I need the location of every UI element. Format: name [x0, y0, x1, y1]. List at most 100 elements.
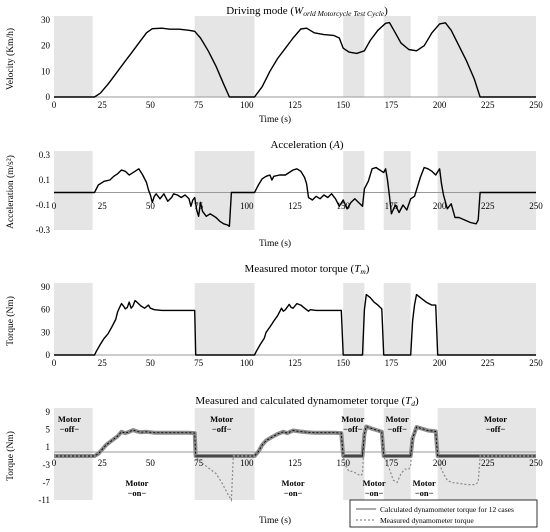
x-tick-label: 0	[52, 201, 57, 211]
motor-off-band	[437, 16, 536, 97]
motor-state-annotation: Motor	[58, 414, 81, 424]
y-axis-label: Torque (Nm)	[5, 431, 16, 481]
x-tick-label: 75	[194, 100, 204, 110]
x-tick-label: 0	[52, 100, 57, 110]
series-line	[54, 293, 536, 356]
motor-off-band	[437, 283, 536, 355]
y-tick-label: -3	[43, 460, 51, 470]
x-tick-label: 250	[529, 358, 543, 368]
y-tick-label: 20	[41, 41, 51, 51]
y-tick-label: -0.3	[36, 225, 51, 235]
x-tick-label: 0	[52, 358, 57, 368]
legend: Calculated dynamometer torque for 12 cas…	[349, 499, 538, 528]
chart-title: Measured and calculated dynamometer torq…	[195, 395, 419, 408]
x-tick-label: 250	[529, 458, 543, 468]
motor-state-annotation: Motor	[386, 414, 409, 424]
chart-title: Acceleration (A)	[270, 139, 343, 151]
motor-off-band	[54, 151, 93, 230]
motor-off-band	[383, 283, 411, 355]
motor-off-band	[383, 16, 411, 97]
motor-off-band	[54, 16, 93, 97]
legend-label-measured: Measured dynamometer torque	[380, 516, 474, 525]
x-tick-label: 200	[433, 358, 447, 368]
x-tick-label: 125	[288, 201, 302, 211]
motor-off-band	[437, 151, 536, 230]
y-tick-label: 30	[41, 327, 51, 337]
chart-2: Acceleration (A) 0.3 0.1 -0.1 -0.3 0 25 50 75 100…	[5, 139, 543, 249]
y-tick-label: 0.1	[39, 175, 50, 185]
motor-state-annotation: Motor	[362, 478, 385, 488]
motor-state-annotation: Motor	[341, 414, 364, 424]
x-axis-label: Time (s)	[259, 515, 291, 526]
y-tick-label: 60	[41, 305, 51, 315]
chart-1: Driving mode (World Motorcycle Test Cycl…	[5, 5, 543, 125]
chart-title: Driving mode (World Motorcycle Test Cycl…	[226, 5, 388, 18]
legend-label-calculated: Calculated dynamometer torque for 12 cas…	[380, 505, 514, 514]
motor-state-annotation: −off−	[486, 424, 506, 434]
motor-off-band	[383, 151, 411, 230]
motor-state-annotation: −off−	[343, 424, 363, 434]
chart-title: Measured motor torque (Tm)	[245, 263, 370, 276]
series-line	[54, 166, 536, 227]
motor-state-annotation: −on−	[365, 488, 384, 498]
x-tick-label: 100	[240, 358, 254, 368]
y-tick-label: 10	[41, 66, 51, 76]
x-tick-label: 200	[433, 100, 447, 110]
chart-4: Measured and calculated dynamometer torq…	[5, 395, 543, 528]
x-tick-label: 25	[98, 358, 108, 368]
y-tick-label: 30	[41, 15, 51, 25]
x-tick-label: 175	[385, 201, 399, 211]
x-tick-label: 75	[194, 458, 204, 468]
x-tick-label: 150	[336, 100, 350, 110]
y-axis-label: Velocity (Km/h)	[5, 28, 16, 90]
motor-state-annotation: −off−	[387, 424, 407, 434]
chart-3: Measured motor torque (Tm) 0 30 60 90 0 25 50 75…	[5, 263, 543, 368]
x-tick-label: 100	[240, 458, 254, 468]
x-tick-label: 125	[288, 358, 302, 368]
x-tick-label: 150	[336, 358, 350, 368]
x-tick-label: 200	[433, 458, 447, 468]
x-tick-label: 225	[481, 201, 495, 211]
motor-state-annotation: Motor	[125, 478, 148, 488]
y-tick-label: 0	[46, 350, 51, 360]
x-tick-label: 25	[98, 458, 108, 468]
motor-state-annotation: Motor	[282, 478, 305, 488]
motor-state-annotation: Motor	[413, 478, 436, 488]
x-axis-label: Time (s)	[259, 114, 291, 125]
motor-off-band	[343, 16, 365, 97]
x-tick-label: 50	[146, 458, 156, 468]
y-axis-label: Torque (Nm)	[5, 296, 16, 346]
motor-off-band	[343, 151, 365, 230]
motor-off-band	[194, 16, 255, 97]
x-tick-label: 50	[146, 100, 156, 110]
motor-state-annotation: −off−	[212, 424, 232, 434]
x-tick-label: 25	[98, 201, 108, 211]
x-tick-label: 25	[98, 100, 108, 110]
y-tick-label: -7	[43, 477, 51, 487]
x-tick-label: 150	[336, 201, 350, 211]
motor-off-band	[194, 283, 255, 355]
x-tick-label: 125	[288, 458, 302, 468]
y-tick-label: 0	[46, 92, 51, 102]
motor-state-annotation: −on−	[128, 488, 147, 498]
series-measured-line	[54, 425, 536, 503]
motor-off-band	[194, 151, 255, 230]
x-tick-label: 225	[481, 358, 495, 368]
legend-box	[349, 499, 538, 528]
x-tick-label: 250	[529, 100, 543, 110]
motor-off-band	[54, 283, 93, 355]
series-line	[54, 21, 536, 98]
motor-state-annotation: −on−	[284, 488, 303, 498]
x-tick-label: 175	[385, 458, 399, 468]
x-tick-label: 100	[240, 100, 254, 110]
x-tick-label: 50	[146, 358, 156, 368]
y-tick-label: 9	[46, 407, 51, 417]
y-tick-label: 5	[46, 425, 51, 435]
y-tick-label: 0.3	[39, 150, 51, 160]
y-tick-label: -11	[38, 495, 50, 505]
x-tick-label: 175	[385, 358, 399, 368]
motor-state-annotation: −off−	[60, 424, 80, 434]
x-tick-label: 225	[481, 458, 495, 468]
x-tick-label: 150	[336, 458, 350, 468]
x-tick-label: 175	[385, 100, 399, 110]
